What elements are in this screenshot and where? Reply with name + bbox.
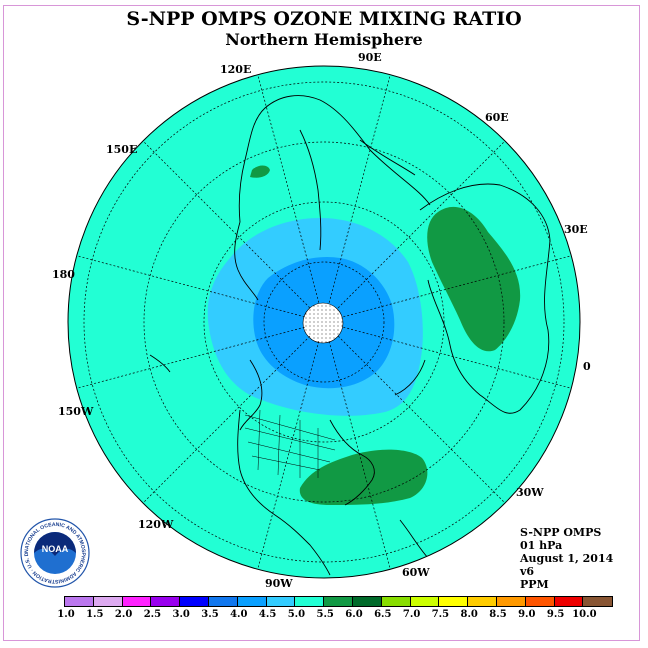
colorbar-tick-label: 9.0: [518, 609, 536, 620]
colorbar-segment: [151, 597, 181, 606]
colorbar-tick-label: 3.0: [172, 609, 190, 620]
colorbar-tick-label: 5.0: [287, 609, 306, 620]
meridian-lines: [76, 74, 572, 570]
ozone-high-region-europe: [427, 206, 521, 352]
meridian-line: [76, 326, 305, 389]
colorbar-tick-label: 7.0: [402, 609, 421, 620]
colorbar-segment: [496, 597, 526, 606]
colorbar-segment: [583, 597, 613, 606]
colorbar-segment: [295, 597, 325, 606]
info-instrument: S-NPP OMPS: [520, 526, 602, 539]
info-date: August 1, 2014: [520, 552, 614, 565]
colorbar-segment: [266, 597, 296, 606]
colorbar-tick-label: 8.0: [460, 609, 478, 620]
colorbar-segment: [381, 597, 411, 606]
meridian-line: [142, 140, 311, 309]
map-subtitle: Northern Hemisphere: [225, 30, 423, 49]
lon-label-0: 0: [583, 360, 591, 373]
lon-label-90w: 90W: [265, 577, 293, 590]
lon-label-120e: 120E: [220, 63, 252, 76]
meridian-line: [343, 255, 572, 318]
meridian-line: [328, 74, 391, 303]
colorbar-tick-label: 8.5: [489, 609, 507, 620]
lon-label-120w: 120W: [138, 518, 174, 531]
colorbar-segment: [468, 597, 497, 606]
colorbar-segment: [65, 597, 94, 606]
colorbar-tick-label: 4.0: [230, 609, 248, 620]
lon-label-60w: 60W: [402, 566, 430, 579]
colorbar-segment: [180, 597, 209, 606]
plot-frame: [3, 5, 640, 641]
colorbar: [64, 596, 614, 607]
lon-label-30w: 30W: [516, 486, 544, 499]
colorbar-tick-label: 2.0: [114, 609, 133, 620]
meridian-line: [343, 326, 572, 389]
lon-label-180: 180: [52, 268, 75, 281]
colorbar-tick-label: 5.5: [316, 609, 334, 620]
colorbar-tick-label: 3.5: [201, 609, 219, 620]
lon-label-90e: 90E: [358, 51, 382, 64]
info-level: 01 hPa: [520, 539, 563, 552]
colorbar-segment: [208, 597, 238, 606]
colorbar-tick-label: 1.0: [57, 609, 75, 620]
map-boundary: [67, 65, 581, 579]
ozone-high-region-atlantic: [299, 449, 428, 505]
colorbar-segment: [439, 597, 469, 606]
ozone-high-region-small: [250, 165, 270, 178]
meridian-line: [337, 140, 506, 309]
meridian-line: [142, 335, 311, 504]
colorbar-segment: [352, 597, 382, 606]
colorbar-segment: [554, 597, 584, 606]
colorbar-tick-label: 9.5: [546, 609, 565, 620]
pole-no-data-region: [303, 303, 343, 343]
map-title: S-NPP OMPS OZONE MIXING RATIO: [126, 8, 522, 30]
colorbar-segment: [324, 597, 353, 606]
colorbar-segment: [93, 597, 123, 606]
meridian-line: [257, 341, 320, 570]
colorbar-tick-label: 4.5: [258, 609, 277, 620]
colorbar-tick-label: 2.5: [143, 609, 162, 620]
meridian-line: [76, 255, 305, 318]
meridian-line: [337, 335, 506, 504]
lon-label-150w: 150W: [58, 405, 94, 418]
colorbar-tick-label: 6.5: [374, 609, 392, 620]
colorbar-tick-label: 7.5: [431, 609, 450, 620]
colorbar-tick-label: 10.0: [572, 609, 597, 620]
colorbar-tick-label: 6.0: [345, 609, 363, 620]
latitude-circles: [83, 81, 565, 563]
colorbar-segment: [237, 597, 267, 606]
noaa-logo: NATIONAL OCEANIC AND ATMOSPHERIC ADMINIS…: [20, 518, 90, 588]
logo-text: NOAA: [42, 544, 69, 554]
us-state-borders: [244, 409, 336, 478]
meridian-line: [257, 74, 320, 303]
lon-label-30e: 30E: [564, 223, 588, 236]
colorbar-segment: [122, 597, 152, 606]
info-version: v6: [520, 565, 535, 578]
colorbar-segment: [525, 597, 555, 606]
colorbar-segment: [410, 597, 440, 606]
lon-label-150e: 150E: [106, 143, 138, 156]
meridian-line: [328, 341, 391, 570]
colorbar-tick-label: 1.5: [86, 609, 104, 620]
lon-label-60e: 60E: [485, 111, 509, 124]
info-units: PPM: [520, 578, 549, 591]
